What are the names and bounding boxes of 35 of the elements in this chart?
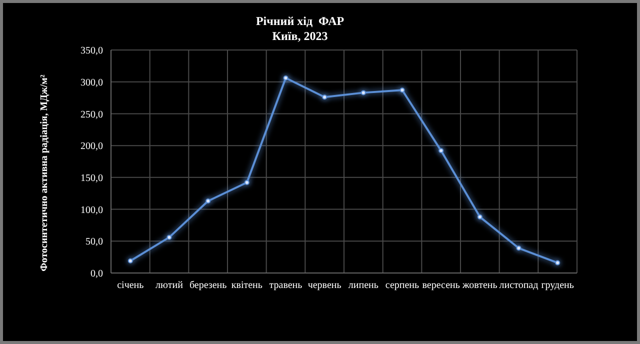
x-tick-label: липень — [348, 280, 379, 292]
y-tick-label: 200,0 — [80, 141, 103, 152]
point — [400, 88, 405, 93]
y-axis-title: Фотосинтетично активна радіація, МДж/м² — [39, 74, 50, 272]
point — [438, 148, 444, 154]
y-tick-label: 0,0 — [90, 268, 103, 280]
x-tick-label: лютий — [156, 280, 184, 292]
x-tick-label: серпень — [385, 280, 420, 292]
point — [244, 180, 250, 186]
x-tick-label: квітень — [231, 280, 263, 292]
point — [128, 258, 133, 264]
y-tick-label: 50,0 — [86, 236, 103, 248]
point — [516, 246, 522, 251]
x-tick-label: грудень — [541, 280, 574, 292]
point — [166, 234, 172, 240]
x-tick-label: вересень — [422, 280, 460, 292]
y-tick-label: 350,0 — [80, 46, 103, 57]
x-tick-label: березень — [189, 280, 228, 292]
chart-subtitle: Київ, 2023 — [272, 29, 328, 43]
x-tick-label: листопад — [499, 280, 538, 292]
y-tick-label: 250,0 — [80, 109, 103, 120]
x-tick-label: жовтень — [461, 280, 498, 292]
y-tick-label: 150,0 — [80, 172, 103, 184]
x-tick-label: травень — [269, 280, 303, 292]
point — [477, 214, 482, 220]
point — [360, 90, 366, 96]
chart-title: Річний хід ФАР — [256, 14, 344, 28]
point — [283, 76, 288, 81]
y-tick-label: 100,0 — [80, 204, 103, 216]
point — [206, 198, 211, 204]
point — [322, 94, 328, 100]
y-tick-label: 300,0 — [80, 77, 103, 88]
x-tick-label: січень — [117, 280, 144, 292]
point — [555, 260, 560, 266]
x-tick-label: червень — [308, 280, 342, 292]
